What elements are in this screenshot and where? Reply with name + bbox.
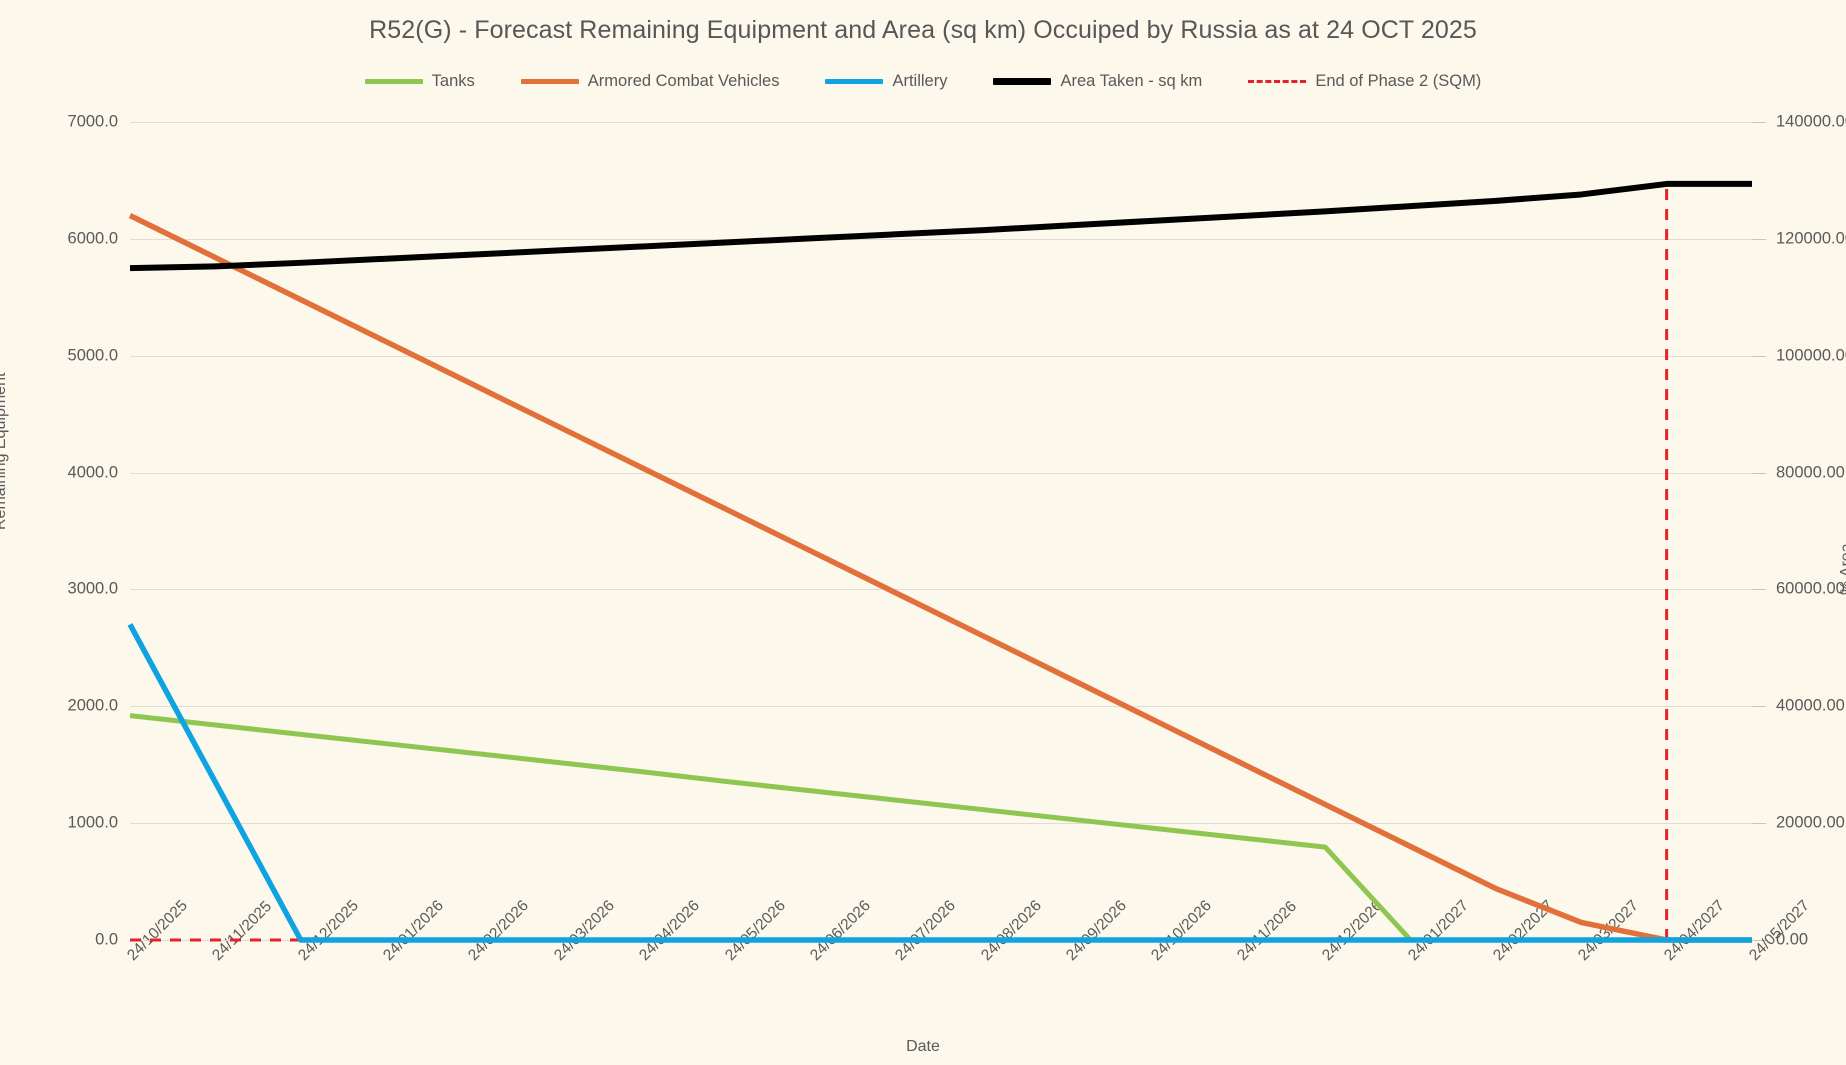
legend-item[interactable]: Area Taken - sq km	[993, 72, 1202, 91]
y-axis-right-tick-label: 0.00	[1776, 930, 1809, 949]
y-axis-right-tick-label: 40000.00	[1776, 696, 1845, 715]
y-axis-right-tick-label: 100000.00	[1776, 346, 1846, 365]
y-axis-right-tick-label: 20000.00	[1776, 813, 1845, 832]
legend-item[interactable]: End of Phase 2 (SQM)	[1248, 72, 1481, 91]
legend-swatch-icon	[364, 79, 423, 84]
gridline	[130, 706, 1752, 708]
legend-swatch-icon	[1248, 80, 1307, 83]
gridline	[130, 589, 1752, 591]
legend-label: Tanks	[431, 72, 475, 90]
gridline	[130, 355, 1752, 357]
legend-swatch-icon	[520, 79, 579, 84]
legend-label: Area Taken - sq km	[1060, 72, 1203, 90]
y-axis-right-tickmark	[1752, 355, 1766, 357]
legend-item[interactable]: Tanks	[364, 72, 475, 91]
series-line-armored-combat-vehicles	[128, 213, 1752, 943]
series-line-area-taken-sq-km	[129, 180, 1752, 272]
gridline	[130, 472, 1752, 474]
legend-label: Armored Combat Vehicles	[587, 72, 780, 90]
gridline	[130, 122, 1752, 123]
y-axis-right-tick-label: 140000.00	[1776, 112, 1846, 131]
series-line-artillery	[127, 623, 1752, 943]
y-axis-right-tickmark	[1752, 472, 1766, 474]
y-axis-right-tickmark	[1752, 940, 1766, 941]
y-axis-left-title: Remaining Equipment	[0, 372, 9, 530]
legend-swatch-icon	[993, 78, 1052, 85]
legend-item[interactable]: Armored Combat Vehicles	[520, 72, 780, 91]
chart-legend: Tanks Armored Combat Vehicles Artillery Are…	[0, 72, 1846, 91]
y-axis-right-tickmark	[1752, 706, 1766, 708]
series-line-tanks	[129, 713, 1752, 943]
legend-label: Artillery	[892, 72, 948, 90]
y-axis-right-tickmark	[1752, 238, 1766, 240]
y-axis-right-tickmark	[1752, 823, 1766, 825]
plot-area	[127, 122, 1752, 943]
y-axis-right-tick-label: 120000.00	[1776, 229, 1846, 248]
x-axis-title: Date	[906, 1038, 940, 1055]
y-axis-right-tickmark	[1752, 589, 1766, 591]
chart-title: R52(G) - Forecast Remaining Equipment an…	[369, 16, 1477, 44]
legend-item[interactable]: Artillery	[825, 72, 947, 91]
legend-label: End of Phase 2 (SQM)	[1315, 72, 1482, 90]
gridline	[130, 823, 1752, 825]
legend-swatch-icon	[825, 79, 884, 84]
gridline	[130, 238, 1752, 240]
series-layer	[127, 180, 1752, 943]
y-axis-right-tickmark	[1752, 122, 1766, 123]
y-axis-right-tick-label: 60000.00	[1776, 579, 1845, 598]
y-axis-right-tick-label: 80000.00	[1776, 463, 1845, 482]
